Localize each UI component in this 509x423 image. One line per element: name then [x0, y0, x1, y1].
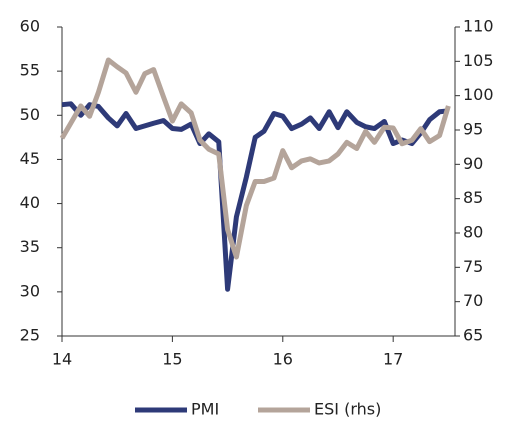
y2-tick-label: 110 — [463, 17, 494, 36]
y2-tick-label: 80 — [463, 223, 483, 242]
legend-label: ESI (rhs) — [314, 400, 381, 419]
y2-tick-label: 100 — [463, 85, 494, 104]
y2-tick-label: 105 — [463, 51, 494, 70]
x-tick-label: 14 — [52, 350, 72, 369]
x-tick-label: 17 — [383, 350, 403, 369]
y-tick-label: 30 — [20, 281, 40, 300]
y2-tick-label: 95 — [463, 120, 483, 139]
y2-tick-label: 75 — [463, 257, 483, 276]
y2-tick-label: 70 — [463, 291, 483, 310]
y-tick-label: 55 — [20, 61, 40, 80]
y2-tick-label: 65 — [463, 326, 483, 345]
y-tick-label: 25 — [20, 326, 40, 345]
y-tick-label: 35 — [20, 237, 40, 256]
y-tick-label: 60 — [20, 17, 40, 36]
x-tick-label: 16 — [273, 350, 293, 369]
legend-label: PMI — [191, 400, 219, 419]
y2-tick-label: 85 — [463, 188, 483, 207]
y-tick-label: 40 — [20, 193, 40, 212]
series-line — [61, 101, 449, 292]
x-tick-label: 15 — [162, 350, 182, 369]
y-tick-label: 45 — [20, 149, 40, 168]
y2-tick-label: 90 — [463, 154, 483, 173]
series-line — [59, 57, 451, 260]
y-tick-label: 50 — [20, 105, 40, 124]
